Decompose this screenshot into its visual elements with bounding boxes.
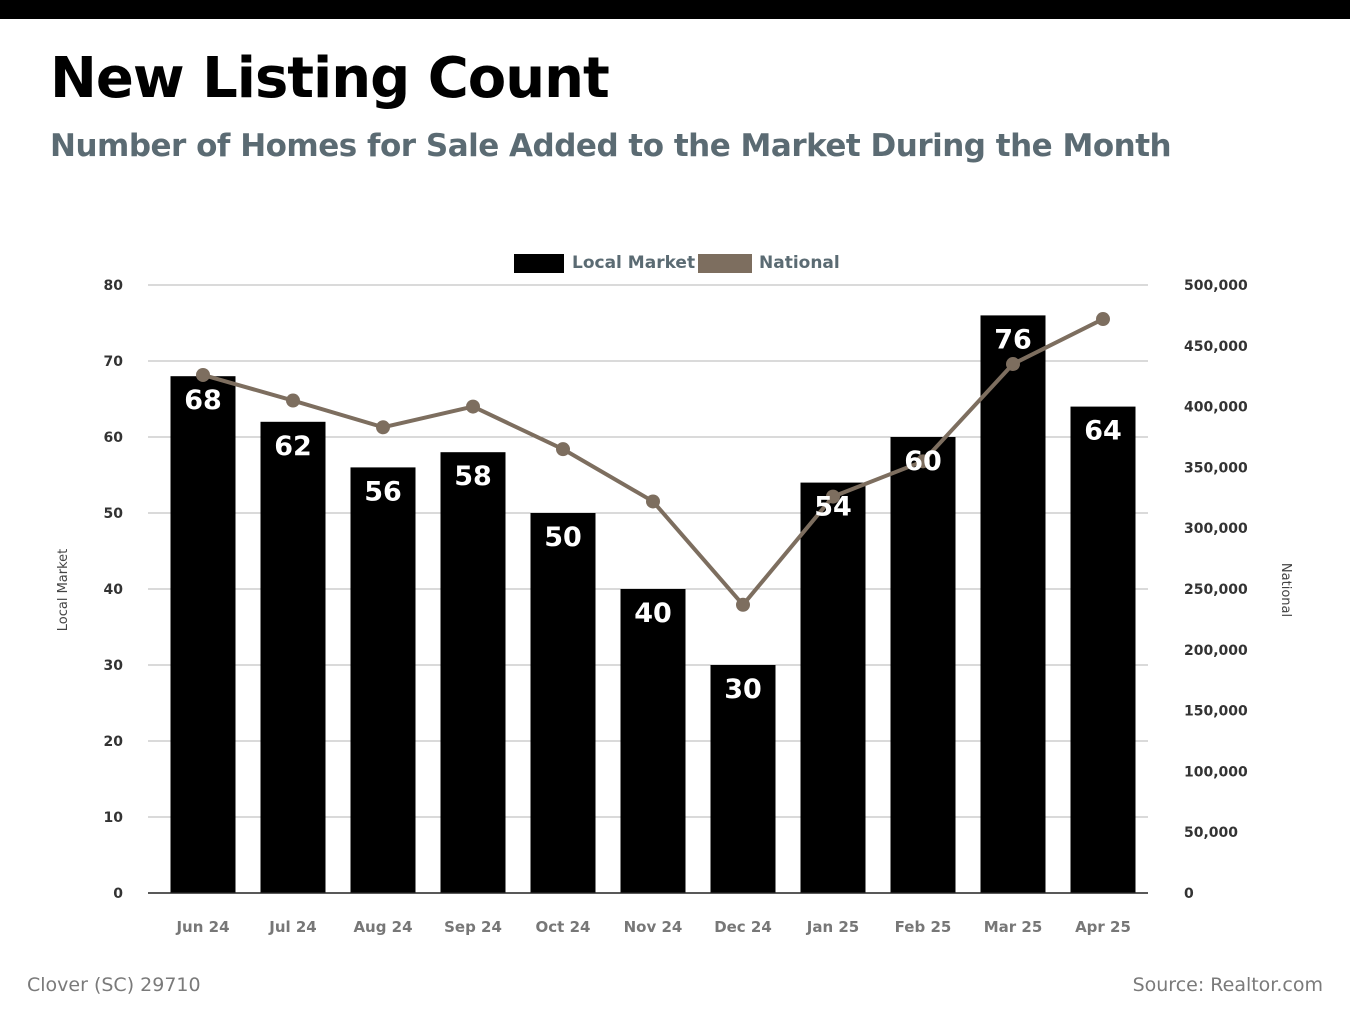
y-axis-title: Local Market bbox=[56, 549, 71, 632]
y-tick-label: 70 bbox=[104, 354, 124, 370]
bar bbox=[530, 513, 596, 893]
page-title: New Listing Count bbox=[50, 46, 610, 111]
legend-label-national: National bbox=[759, 253, 840, 273]
y2-tick-label: 50,000 bbox=[1184, 825, 1238, 841]
bar-data-label: 68 bbox=[184, 385, 222, 416]
x-tick-label: Apr 25 bbox=[1075, 918, 1131, 936]
y-tick-label: 10 bbox=[104, 810, 124, 826]
x-tick-label: Jul 24 bbox=[268, 918, 317, 936]
y2-tick-label: 350,000 bbox=[1184, 460, 1248, 476]
y2-tick-label: 500,000 bbox=[1184, 278, 1248, 294]
y-tick-label: 0 bbox=[113, 886, 123, 902]
bar-data-label: 62 bbox=[274, 431, 312, 462]
y2-tick-label: 400,000 bbox=[1184, 400, 1248, 416]
x-tick-label: Mar 25 bbox=[984, 918, 1043, 936]
legend-swatch-national bbox=[698, 254, 752, 273]
bar-data-label: 58 bbox=[454, 461, 492, 492]
bar-data-label: 76 bbox=[994, 324, 1032, 355]
x-tick-label: Jan 25 bbox=[806, 918, 859, 936]
legend: Local Market National bbox=[514, 253, 840, 273]
bar bbox=[170, 376, 236, 893]
data-labels: 68 62 56 58 50 40 30 54 60 76 64 bbox=[184, 324, 1122, 705]
axes: 0 10 20 30 40 50 60 70 80 0 50,000 100,000 150,000 20… bbox=[56, 278, 1293, 936]
x-tick-label: Jun 24 bbox=[175, 918, 229, 936]
y2-tick-label: 300,000 bbox=[1184, 521, 1248, 537]
line-series-national bbox=[196, 312, 1110, 612]
y-tick-label: 40 bbox=[104, 582, 124, 598]
page-subtitle: Number of Homes for Sale Added to the Ma… bbox=[50, 128, 1172, 164]
bar bbox=[620, 589, 686, 893]
bar bbox=[440, 452, 506, 893]
bar-data-label: 60 bbox=[904, 446, 942, 477]
line-point bbox=[196, 367, 210, 382]
bar bbox=[260, 421, 326, 893]
y-tick-label: 20 bbox=[104, 734, 124, 750]
line-point bbox=[646, 494, 660, 509]
y-tick-label: 80 bbox=[104, 278, 124, 294]
y2-tick-label: 450,000 bbox=[1184, 339, 1248, 355]
y2-tick-label: 200,000 bbox=[1184, 643, 1248, 659]
line-point bbox=[286, 393, 300, 408]
line-point bbox=[376, 420, 390, 435]
bar-series-local bbox=[170, 315, 1136, 893]
line-point bbox=[1096, 312, 1110, 327]
location-label: Clover (SC) 29710 bbox=[27, 974, 201, 996]
bar-data-label: 56 bbox=[364, 476, 402, 507]
source-label: Source: Realtor.com bbox=[1132, 974, 1323, 996]
x-tick-label: Feb 25 bbox=[895, 918, 952, 936]
bar-data-label: 54 bbox=[814, 492, 852, 523]
bar-data-label: 30 bbox=[724, 674, 762, 705]
y2-tick-label: 150,000 bbox=[1184, 704, 1248, 720]
y2-tick-label: 250,000 bbox=[1184, 582, 1248, 598]
top-bar bbox=[0, 0, 1350, 19]
y2-tick-label: 100,000 bbox=[1184, 764, 1248, 780]
x-tick-label: Dec 24 bbox=[714, 918, 772, 936]
bar-data-label: 64 bbox=[1084, 416, 1122, 447]
bar-data-label: 50 bbox=[544, 522, 582, 553]
bar bbox=[710, 665, 776, 893]
y-tick-label: 30 bbox=[104, 658, 124, 674]
line-point bbox=[466, 399, 480, 414]
y-tick-label: 60 bbox=[104, 430, 124, 446]
line-point bbox=[916, 454, 930, 469]
bar bbox=[800, 482, 866, 893]
legend-label-local: Local Market bbox=[572, 253, 695, 273]
bar bbox=[890, 437, 956, 893]
y-tick-label: 50 bbox=[104, 506, 124, 522]
x-tick-label: Sep 24 bbox=[444, 918, 502, 936]
y2-tick-label: 0 bbox=[1184, 886, 1194, 902]
national-line bbox=[202, 317, 1104, 607]
legend-swatch-local bbox=[514, 254, 564, 273]
bar-data-label: 40 bbox=[634, 598, 672, 629]
bar bbox=[1070, 406, 1136, 893]
x-tick-label: Aug 24 bbox=[353, 918, 412, 936]
line-point bbox=[1006, 357, 1020, 372]
bar bbox=[350, 467, 416, 893]
y2-axis-title: National bbox=[1278, 563, 1293, 617]
x-tick-label: Oct 24 bbox=[536, 918, 591, 936]
line-point bbox=[556, 442, 570, 457]
bar bbox=[980, 315, 1046, 893]
line-point bbox=[826, 489, 840, 504]
line-point bbox=[736, 597, 750, 612]
x-tick-label: Nov 24 bbox=[624, 918, 683, 936]
